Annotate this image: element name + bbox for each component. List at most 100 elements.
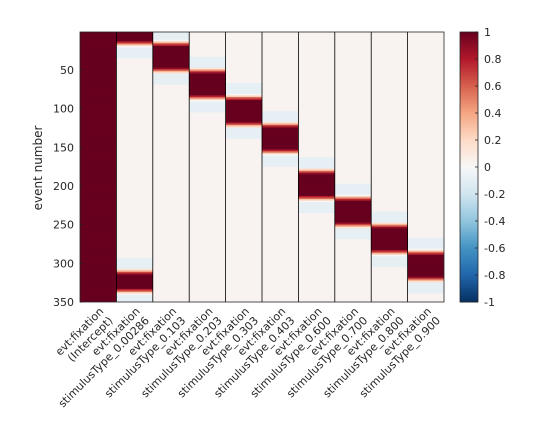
heatmap-cell (407, 86, 444, 89)
heatmap-cell (407, 89, 444, 92)
colorbar-segment (460, 292, 478, 295)
heatmap-cell (189, 52, 226, 55)
heatmap-cell (334, 78, 372, 81)
heatmap-cell (189, 134, 226, 137)
heatmap-cell (152, 247, 190, 250)
heatmap-cell (152, 155, 190, 158)
heatmap-cell (371, 217, 408, 220)
heatmap-cell (407, 276, 444, 279)
heatmap-cell (189, 160, 226, 163)
heatmap-cell (189, 262, 226, 265)
heatmap-cell (152, 93, 190, 96)
heatmap-cell (80, 285, 117, 288)
heatmap-cell (189, 233, 226, 236)
heatmap-cell (262, 172, 299, 175)
heatmap-cell (407, 278, 444, 280)
heatmap-cell (116, 72, 154, 75)
heatmap-cell (262, 155, 299, 158)
heatmap-cell (80, 59, 117, 62)
heatmap-cell (298, 186, 336, 189)
heatmap-cell (334, 231, 372, 234)
heatmap-cell (262, 197, 299, 200)
heatmap-cell (262, 296, 299, 299)
heatmap-cell (298, 89, 336, 92)
heatmap-cell (116, 123, 154, 126)
heatmap-cell (407, 199, 444, 202)
colorbar-segment (460, 282, 478, 285)
heatmap-cell (225, 90, 263, 93)
colorbar-segment (460, 66, 478, 69)
heatmap-cell (371, 146, 408, 149)
colorbar-segment (460, 80, 478, 83)
heatmap-cell (116, 299, 154, 302)
x-axis: evt:fixation(Intercept)evt:fixationstimu… (53, 305, 443, 410)
heatmap-cell (189, 284, 226, 287)
heatmap-cell (225, 155, 263, 158)
heatmap-cell (407, 135, 444, 138)
colorbar-segment (460, 176, 478, 179)
colorbar-segment (460, 146, 478, 149)
heatmap-cell (80, 87, 117, 90)
heatmap-cell (371, 103, 408, 106)
colorbar-segment (460, 94, 478, 97)
heatmap-cell (262, 148, 299, 150)
heatmap-cell (371, 211, 408, 214)
heatmap-cell (407, 240, 444, 243)
colorbar-segment (460, 144, 478, 147)
heatmap-cell (116, 169, 154, 172)
heatmap-cell (152, 239, 190, 242)
heatmap-cell (189, 64, 226, 67)
heatmap-cell (298, 131, 336, 133)
heatmap-cell (116, 293, 154, 296)
heatmap-cell (152, 61, 190, 64)
heatmap-cell (152, 96, 190, 99)
heatmap-cell (225, 189, 263, 192)
heatmap-cell (298, 293, 336, 296)
heatmap-cell (80, 222, 117, 225)
heatmap-cell (80, 261, 117, 263)
heatmap-cell (407, 107, 444, 110)
heatmap-cell (225, 149, 263, 152)
heatmap-cell (371, 76, 408, 79)
heatmap-cell (80, 157, 117, 160)
heatmap-cell (262, 93, 299, 96)
heatmap-cell (407, 189, 444, 192)
heatmap-cell (152, 115, 190, 118)
heatmap-cell (334, 152, 372, 155)
heatmap-cell (371, 206, 408, 209)
heatmap-cell (334, 189, 372, 192)
heatmap-cell (334, 222, 372, 225)
heatmap-cell (189, 36, 226, 39)
heatmap-cell (262, 245, 299, 248)
heatmap-cell (407, 103, 444, 106)
heatmap-cell (334, 93, 372, 96)
heatmap-cell (152, 110, 190, 113)
heatmap-cell (116, 52, 154, 55)
colorbar-segment (460, 240, 478, 243)
y-tick-label: 250 (53, 219, 74, 232)
heatmap-cell (407, 114, 444, 116)
heatmap-cell (189, 110, 226, 113)
heatmap-cell (225, 237, 263, 240)
heatmap-cell (189, 62, 226, 65)
colorbar-segment (460, 186, 478, 189)
heatmap-cell (225, 104, 263, 107)
heatmap-cell (80, 231, 117, 234)
colorbar-segment (460, 106, 478, 109)
heatmap-cell (371, 239, 408, 242)
heatmap-cell (152, 70, 190, 73)
heatmap-cell (262, 127, 299, 130)
heatmap-cell (189, 117, 226, 120)
heatmap-cell (298, 121, 336, 124)
heatmap-cell (371, 257, 408, 260)
heatmap-cell (407, 151, 444, 154)
heatmap-cell (298, 268, 336, 271)
heatmap-cell (116, 177, 154, 180)
heatmap-cell (80, 216, 117, 219)
colorbar-segment (460, 246, 478, 249)
heatmap-cell (189, 129, 226, 132)
heatmap-cell (298, 213, 336, 215)
heatmap-cell (371, 98, 408, 101)
heatmap-cell (262, 35, 299, 38)
heatmap-cell (371, 67, 408, 70)
